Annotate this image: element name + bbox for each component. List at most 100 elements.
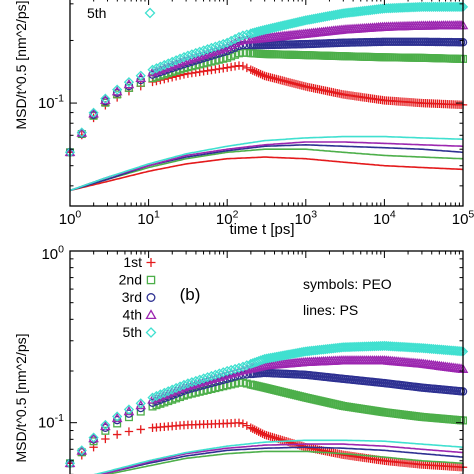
data-point-5th [163, 58, 174, 69]
data-point-5th [147, 64, 158, 75]
data-point-5th [123, 404, 135, 415]
series-line-2nd [69, 148, 463, 192]
data-point-5th [190, 375, 201, 387]
data-point-5th [222, 365, 233, 377]
data-point-5th [174, 53, 186, 64]
data-point-5th [210, 41, 221, 52]
panel-a-x-axis-label: time t [ps] [229, 221, 294, 238]
data-point-5th [88, 107, 99, 118]
data-point-1st [238, 419, 248, 428]
y-tick-label: 100 [41, 243, 64, 263]
data-point-5th [76, 127, 87, 138]
data-point-1st [256, 69, 265, 79]
data-point-5th [218, 38, 229, 50]
data-point-1st [234, 418, 244, 427]
legend-marker [146, 293, 156, 302]
panel-a-y-axis-label: MSD/t^0.5 [nm^2/ps] [13, 0, 29, 129]
data-point-5th [202, 44, 213, 55]
data-point-5th [214, 40, 225, 51]
data-point-5th [455, 1, 467, 13]
data-point-5th [88, 432, 99, 443]
data-point-5th [76, 445, 87, 456]
data-point-1st [246, 65, 255, 74]
data-point-1st [223, 63, 232, 72]
x-tick-label: 102 [216, 208, 239, 228]
data-point-5th [249, 27, 260, 38]
data-point-5th [112, 84, 123, 95]
panel-a: 100 101 102 103 104 105 10-1 time t [ps] MSD/… [13, 0, 474, 238]
data-point-1st [258, 70, 267, 80]
data-point-5th [178, 379, 190, 390]
series-line-3rd [98, 446, 464, 474]
data-point-5th [170, 55, 182, 66]
series-line-5th [69, 135, 463, 192]
data-point-5th [259, 24, 270, 35]
legend-label: 3rd [122, 289, 142, 305]
data-point-5th [226, 35, 237, 46]
series-symbols-5th [64, 1, 469, 158]
panel-b-annotation-symbols: symbols: PEO [303, 276, 392, 292]
data-point-1st [242, 421, 252, 430]
data-point-5th [151, 390, 162, 402]
legend-marker [146, 258, 156, 267]
data-point-5th [284, 18, 296, 30]
data-point-5th [198, 373, 209, 384]
data-point-5th [286, 18, 298, 29]
data-point-5th [455, 346, 467, 357]
data-point-5th [269, 22, 280, 33]
x-tick-label: 105 [452, 208, 474, 228]
data-point-5th [155, 61, 166, 72]
panel-b: 100 10-1 MSD/t^0.5 [nm^2/ps] (b) symbols:… [13, 243, 469, 474]
data-point-1st [254, 69, 263, 78]
data-point-5th [251, 26, 262, 38]
panel-a-y-tick-labels: 10-1 [38, 92, 64, 112]
data-point-5th [253, 26, 264, 37]
data-point-1st [252, 68, 261, 77]
legend-marker [146, 275, 156, 285]
data-point-5th [202, 372, 213, 383]
panel-b-marks [64, 340, 469, 474]
data-point-5th [273, 21, 284, 32]
data-point-5th [163, 386, 174, 397]
data-point-5th [135, 398, 146, 409]
data-point-1st [238, 61, 248, 71]
data-point-5th [222, 37, 233, 48]
data-point-5th [282, 19, 294, 30]
data-point-5th [233, 31, 245, 43]
data-point-5th [245, 28, 256, 39]
legend-label: 2nd [119, 272, 142, 288]
data-point-1st [230, 62, 240, 71]
legend-label: 4th [123, 307, 142, 323]
data-point-5th [277, 20, 288, 31]
data-point-5th [190, 47, 201, 59]
data-point-1st [136, 425, 145, 434]
data-point-5th [206, 42, 217, 54]
data-point-5th [267, 22, 278, 34]
panel-b-y-axis-label: MSD/t^0.5 [nm^2/ps] [13, 333, 29, 462]
data-point-5th [147, 392, 158, 403]
series-line-1st [69, 156, 464, 192]
data-point-5th [292, 17, 304, 28]
data-point-5th [182, 378, 194, 389]
data-point-5th [453, 1, 465, 13]
data-point-5th [257, 354, 268, 365]
data-point-5th [233, 362, 245, 374]
data-point-5th [255, 25, 266, 37]
data-point-1st [101, 434, 110, 444]
data-point-5th [182, 50, 194, 61]
data-point-5th [206, 370, 217, 382]
data-point-5th [237, 361, 249, 372]
y-tick-label: 10-1 [38, 92, 64, 112]
legend-label: 1st [123, 254, 142, 270]
data-point-5th [265, 23, 276, 34]
data-point-1st [226, 62, 236, 72]
data-point-5th [194, 46, 205, 57]
data-point-1st [242, 63, 252, 73]
series-line-4th [98, 443, 464, 474]
data-point-5th [159, 387, 170, 398]
data-point-1st [248, 66, 257, 75]
panel-a-x-tick-labels: 100 101 102 103 104 105 [59, 208, 474, 228]
legend-marker [145, 327, 157, 338]
